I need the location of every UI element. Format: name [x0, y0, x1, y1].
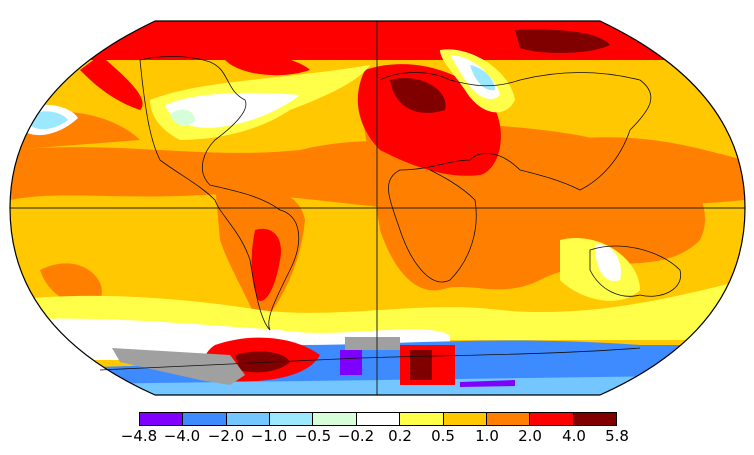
tick-label: −0.2 [337, 427, 375, 445]
tick-label: −4.0 [163, 427, 201, 445]
tick-label: −2.0 [207, 427, 245, 445]
colorbar-bin-2 [183, 413, 227, 425]
colorbar-bin-10 [530, 413, 574, 425]
tick-label: 5.8 [605, 427, 629, 445]
tick-label: −1.0 [250, 427, 288, 445]
colorbar-bin-5 [313, 413, 357, 425]
temperature-anomaly-map [9, 20, 746, 396]
tick-label: −4.8 [120, 427, 158, 445]
colorbar-bin-7 [400, 413, 444, 425]
tick-label: 2.0 [518, 427, 542, 445]
tick-label: 1.0 [475, 427, 499, 445]
tick-label: 4.0 [562, 427, 586, 445]
colorbar-bin-1 [140, 413, 184, 425]
colorbar-bin-8 [443, 413, 487, 425]
tick-label: 0.5 [431, 427, 455, 445]
colorbar-bin-3 [226, 413, 271, 425]
colorbar [139, 412, 617, 426]
colorbar-bin-6 [356, 413, 401, 425]
colorbar-bin-4 [270, 413, 314, 425]
colorbar-bin-11 [573, 413, 616, 425]
tick-label: −0.5 [294, 427, 332, 445]
tick-label: 0.2 [388, 427, 412, 445]
colorbar-bin-9 [486, 413, 531, 425]
colorbar-ticks: −4.8 −4.0 −2.0 −1.0 −0.5 −0.2 0.2 0.5 1.… [0, 427, 754, 447]
